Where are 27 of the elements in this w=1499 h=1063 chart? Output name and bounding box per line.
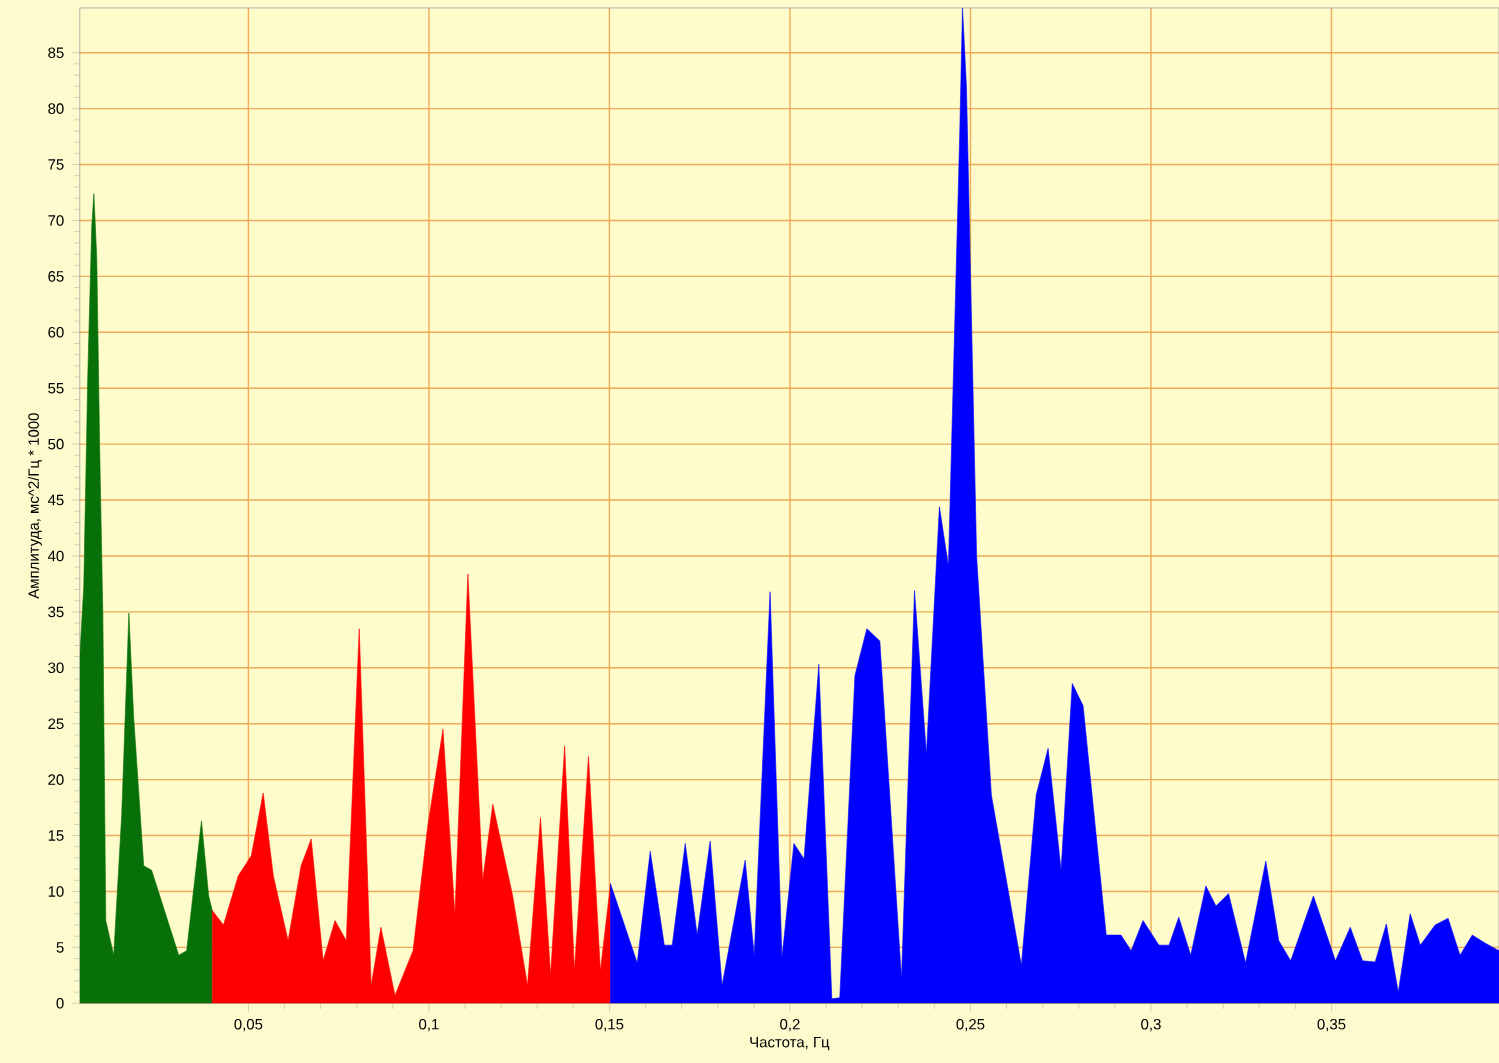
y-tick-label: 65 xyxy=(48,271,64,282)
x-axis-title: Частота, Гц xyxy=(750,1036,830,1051)
x-tick-label: 0,25 xyxy=(956,1018,985,1032)
y-tick-label: 10 xyxy=(48,886,64,897)
y-tick-label: 5 xyxy=(56,942,64,953)
x-tick-label: 0,2 xyxy=(780,1018,800,1032)
y-tick-label: 25 xyxy=(48,718,64,729)
y-tick-label: 70 xyxy=(48,215,64,226)
x-tick-label: 0,35 xyxy=(1317,1018,1346,1032)
y-tick-label: 80 xyxy=(48,103,64,114)
y-tick-label: 40 xyxy=(47,550,64,562)
x-tick-label: 0,05 xyxy=(234,1018,263,1032)
y-tick-label: 35 xyxy=(48,606,64,618)
y-tick-label: 75 xyxy=(48,159,64,170)
x-tick-label: 0,15 xyxy=(595,1018,624,1032)
y-tick-label: 45 xyxy=(47,494,64,506)
y-tick-label: 20 xyxy=(48,774,64,785)
x-tick-label: 0,3 xyxy=(1141,1018,1161,1032)
y-tick-label: 55 xyxy=(48,382,64,394)
y-tick-label: 85 xyxy=(48,47,64,58)
x-tick-label: 0,1 xyxy=(419,1018,439,1032)
y-axis-title: Амплитуда, мс^2/Гц * 1000 xyxy=(27,413,42,599)
y-tick-label: 30 xyxy=(48,662,64,674)
y-tick-label: 60 xyxy=(48,326,64,338)
y-tick-label: 50 xyxy=(48,438,64,450)
y-tick-label: 0 xyxy=(56,997,64,1009)
y-tick-label: 15 xyxy=(48,830,64,841)
